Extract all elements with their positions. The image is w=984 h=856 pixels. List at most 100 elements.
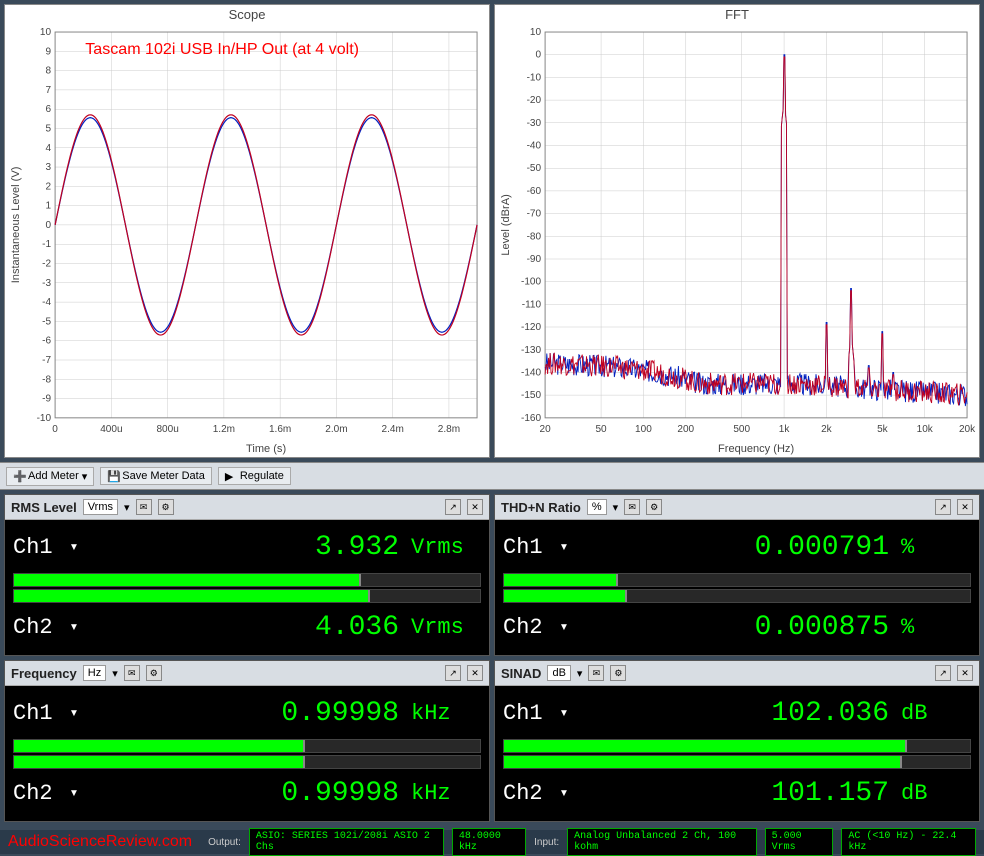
status-bar: AudioScienceReview.com Output: ASIO: SER…	[0, 830, 984, 854]
ch2-arrow-icon[interactable]: ▼	[559, 622, 569, 633]
scope-plot: -10-9-8-7-6-5-4-3-2-10123456789100400u80…	[5, 24, 489, 456]
svg-text:-120: -120	[521, 322, 541, 333]
meter-name: THD+N Ratio	[501, 500, 581, 515]
meter-panel-rms-level: RMS Level Vrms ▾ ✉ ⚙ ↗ ✕ Ch1 ▼ 3.932 Vrm…	[4, 494, 490, 656]
meter-gear-button[interactable]: ⚙	[146, 665, 162, 681]
meter-header: Frequency Hz ▾ ✉ ⚙ ↗ ✕	[5, 661, 489, 686]
meter-gear-button[interactable]: ⚙	[610, 665, 626, 681]
meter-options-button[interactable]: ✉	[136, 499, 152, 515]
svg-text:2: 2	[45, 181, 51, 192]
dropdown-arrow-icon[interactable]: ▾	[112, 667, 118, 680]
svg-text:Tascam 102i USB In/HP Out (at: Tascam 102i USB In/HP Out (at 4 volt)	[85, 40, 359, 58]
svg-text:5k: 5k	[877, 424, 889, 435]
svg-text:-6: -6	[42, 336, 51, 347]
svg-text:-160: -160	[521, 413, 541, 424]
ch2-row: Ch2 ▼ 0.000875 %	[503, 605, 971, 652]
svg-text:400u: 400u	[100, 424, 122, 435]
ch1-arrow-icon[interactable]: ▼	[69, 708, 79, 719]
ch2-row: Ch2 ▼ 0.99998 kHz	[13, 771, 481, 818]
meter-close-button[interactable]: ✕	[957, 499, 973, 515]
svg-text:0: 0	[52, 424, 58, 435]
meter-popout-button[interactable]: ↗	[445, 499, 461, 515]
svg-text:20: 20	[540, 424, 552, 435]
ch2-label: Ch2	[503, 781, 551, 806]
svg-text:20k: 20k	[959, 424, 976, 435]
fft-title: FFT	[495, 5, 979, 24]
ch2-value: 0.000875	[755, 612, 889, 643]
svg-text:8: 8	[45, 66, 51, 77]
svg-text:-40: -40	[527, 141, 542, 152]
ch1-label: Ch1	[503, 535, 551, 560]
ch2-arrow-icon[interactable]: ▼	[69, 622, 79, 633]
meter-close-button[interactable]: ✕	[957, 665, 973, 681]
ch2-arrow-icon[interactable]: ▼	[559, 788, 569, 799]
meter-popout-button[interactable]: ↗	[935, 665, 951, 681]
svg-text:10: 10	[530, 27, 542, 38]
add-meter-button[interactable]: ➕Add Meter▾	[6, 467, 94, 486]
meter-unit-select[interactable]: Vrms	[83, 499, 118, 515]
ch2-value: 4.036	[315, 612, 399, 643]
meter-unit-select[interactable]: Hz	[83, 665, 106, 681]
fft-chart: FFT -160-150-140-130-120-110-100-90-80-7…	[494, 4, 980, 458]
meter-body: Ch1 ▼ 0.99998 kHz Ch2 ▼ 0.99998 kHz	[5, 686, 489, 821]
ch1-value: 0.000791	[755, 532, 889, 563]
ch1-arrow-icon[interactable]: ▼	[559, 542, 569, 553]
ch2-bar	[503, 589, 971, 603]
svg-text:-5: -5	[42, 316, 51, 327]
meter-options-button[interactable]: ✉	[588, 665, 604, 681]
svg-text:500: 500	[733, 424, 750, 435]
meter-gear-button[interactable]: ⚙	[158, 499, 174, 515]
fft-plot: -160-150-140-130-120-110-100-90-80-70-60…	[495, 24, 979, 456]
meter-header: SINAD dB ▾ ✉ ⚙ ↗ ✕	[495, 661, 979, 686]
meter-popout-button[interactable]: ↗	[935, 499, 951, 515]
ch1-row: Ch1 ▼ 102.036 dB	[503, 690, 971, 737]
meter-unit-select[interactable]: %	[587, 499, 607, 515]
meter-name: SINAD	[501, 666, 541, 681]
meter-options-button[interactable]: ✉	[624, 499, 640, 515]
dropdown-arrow-icon[interactable]: ▾	[124, 501, 130, 514]
save-meter-button[interactable]: 💾Save Meter Data	[100, 467, 212, 485]
ch1-value: 3.932	[315, 532, 399, 563]
ch1-bar	[13, 573, 481, 587]
ch1-label: Ch1	[13, 535, 61, 560]
ch2-unit: Vrms	[411, 615, 481, 640]
ch1-row: Ch1 ▼ 0.99998 kHz	[13, 690, 481, 737]
save-icon: 💾	[107, 470, 119, 482]
ch1-arrow-icon[interactable]: ▼	[559, 708, 569, 719]
ch1-unit: dB	[901, 701, 971, 726]
meter-gear-button[interactable]: ⚙	[646, 499, 662, 515]
meter-header: RMS Level Vrms ▾ ✉ ⚙ ↗ ✕	[5, 495, 489, 520]
ch1-arrow-icon[interactable]: ▼	[69, 542, 79, 553]
save-meter-label: Save Meter Data	[122, 470, 205, 482]
svg-text:-20: -20	[527, 95, 542, 106]
dropdown-arrow-icon[interactable]: ▾	[577, 667, 583, 680]
dropdown-arrow-icon[interactable]: ▾	[613, 501, 619, 514]
meter-toolbar: ➕Add Meter▾ 💾Save Meter Data ▶Regulate	[0, 462, 984, 490]
regulate-button[interactable]: ▶Regulate	[218, 467, 291, 485]
ch1-bar	[503, 739, 971, 753]
output-value: ASIO: SERIES 102i/208i ASIO 2 Chs	[249, 828, 444, 856]
svg-text:-9: -9	[42, 394, 51, 405]
svg-text:-90: -90	[527, 254, 542, 265]
meter-panel-thd-n-ratio: THD+N Ratio % ▾ ✉ ⚙ ↗ ✕ Ch1 ▼ 0.000791 %	[494, 494, 980, 656]
meter-popout-button[interactable]: ↗	[445, 665, 461, 681]
svg-text:6: 6	[45, 104, 51, 115]
svg-text:-30: -30	[527, 118, 542, 129]
ch2-label: Ch2	[13, 781, 61, 806]
svg-text:-3: -3	[42, 278, 51, 289]
svg-text:-70: -70	[527, 209, 542, 220]
meter-name: RMS Level	[11, 500, 77, 515]
meter-unit-select[interactable]: dB	[547, 665, 570, 681]
dropdown-arrow-icon: ▾	[82, 470, 88, 483]
ch2-arrow-icon[interactable]: ▼	[69, 788, 79, 799]
meter-close-button[interactable]: ✕	[467, 665, 483, 681]
ch1-bar	[503, 573, 971, 587]
meter-close-button[interactable]: ✕	[467, 499, 483, 515]
svg-text:0: 0	[45, 220, 51, 231]
svg-text:10k: 10k	[917, 424, 934, 435]
ch2-row: Ch2 ▼ 4.036 Vrms	[13, 605, 481, 652]
meter-name: Frequency	[11, 666, 77, 681]
ch1-bar	[13, 739, 481, 753]
meter-body: Ch1 ▼ 0.000791 % Ch2 ▼ 0.000875 %	[495, 520, 979, 655]
meter-options-button[interactable]: ✉	[124, 665, 140, 681]
